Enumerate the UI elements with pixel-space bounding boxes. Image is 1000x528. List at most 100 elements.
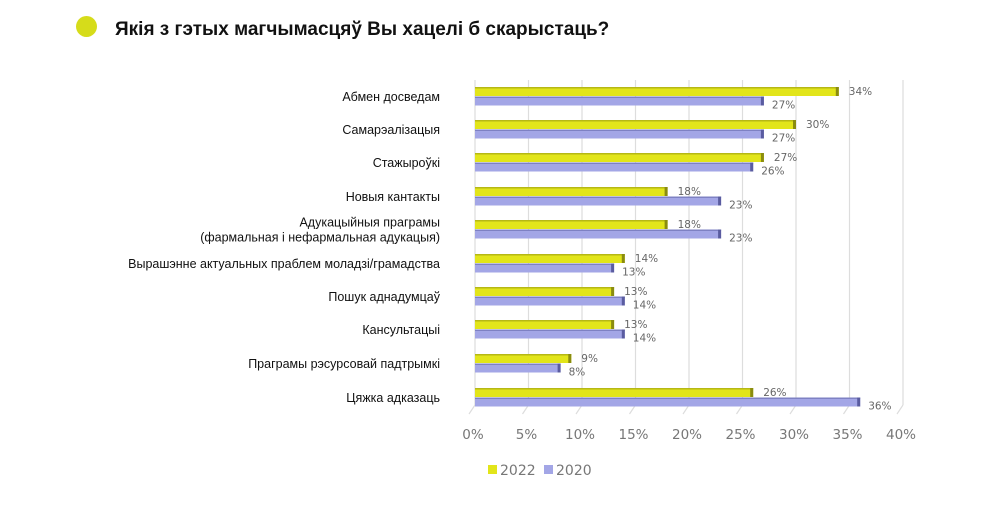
chart-title: Якія з гэтых магчымасцяў Вы хацелі б ска… xyxy=(115,19,610,40)
data-label-2022: 27% xyxy=(774,152,797,164)
bar-top-edge xyxy=(475,287,615,289)
category-label: Кансультацыі xyxy=(362,323,440,337)
gridline-floor xyxy=(896,404,904,415)
data-label-2022: 9% xyxy=(581,353,598,365)
data-label-2022: 26% xyxy=(763,387,786,399)
x-tick-label: 30% xyxy=(779,427,809,443)
bar-2022 xyxy=(475,287,615,296)
category-label: Вырашэнне актуальных праблем моладзі/гра… xyxy=(128,257,440,271)
bar-top-edge xyxy=(475,363,561,365)
data-label-2020: 36% xyxy=(868,401,891,413)
bar-end-edge xyxy=(857,397,861,407)
bar-top-edge xyxy=(475,120,796,122)
data-label-2022: 13% xyxy=(624,319,647,331)
bar-2022 xyxy=(475,254,625,263)
category-label: Новыя кантакты xyxy=(346,190,440,204)
bar-end-edge xyxy=(568,354,572,363)
bar-end-edge xyxy=(718,196,722,206)
gridline-floor xyxy=(468,404,476,415)
bar-top-edge xyxy=(475,320,615,322)
category-label: Цяжка адказаць xyxy=(346,391,440,405)
legend-label-2022: 2022 xyxy=(500,463,536,479)
bar-2020 xyxy=(475,397,861,407)
bar-top-edge xyxy=(475,220,668,222)
bar-2020 xyxy=(475,329,625,339)
bar-top-edge xyxy=(475,96,764,98)
bar-end-edge xyxy=(621,296,625,306)
bar-top-edge xyxy=(475,397,861,399)
bar-top-edge xyxy=(475,263,615,265)
bar-2020 xyxy=(475,296,625,306)
data-label-2022: 14% xyxy=(635,253,658,265)
bar-end-edge xyxy=(664,187,668,196)
data-label-2020: 14% xyxy=(633,333,656,345)
category-label: Самарэалізацыя xyxy=(342,123,440,137)
x-tick-label: 15% xyxy=(618,427,648,443)
data-label-2022: 13% xyxy=(624,286,647,298)
bar-top-edge xyxy=(475,254,625,256)
bar-top-edge xyxy=(475,388,754,390)
bar-2022 xyxy=(475,220,668,229)
data-label-2020: 23% xyxy=(729,233,752,245)
data-label-2020: 23% xyxy=(729,200,752,212)
bar-2020 xyxy=(475,162,754,172)
x-tick-label: 40% xyxy=(886,427,916,443)
bar-top-edge xyxy=(475,187,668,189)
x-tick-label: 35% xyxy=(832,427,862,443)
bar-2022 xyxy=(475,354,572,363)
legend-swatch-2022 xyxy=(488,465,497,474)
category-label: Пошук аднадумцаў xyxy=(328,290,440,304)
bar-2022 xyxy=(475,87,839,96)
bar-2022 xyxy=(475,388,754,397)
bar-top-edge xyxy=(475,229,722,231)
bar-2020 xyxy=(475,229,722,239)
data-label-2020: 27% xyxy=(772,100,795,112)
bar-end-edge xyxy=(760,153,764,162)
bar-2020 xyxy=(475,196,722,206)
bar-2020 xyxy=(475,263,615,273)
bar-end-edge xyxy=(621,254,625,263)
data-label-2020: 27% xyxy=(772,133,795,145)
title-bullet-icon xyxy=(76,16,97,37)
bar-end-edge xyxy=(750,162,754,172)
bar-end-edge xyxy=(557,363,561,373)
bar-end-edge xyxy=(793,120,796,129)
legend-label-2020: 2020 xyxy=(556,463,592,479)
x-tick-label: 10% xyxy=(565,427,595,443)
bar-top-edge xyxy=(475,87,839,89)
data-label-2020: 13% xyxy=(622,267,645,279)
bar-end-edge xyxy=(760,129,764,139)
bar-2020 xyxy=(475,129,764,139)
bar-top-edge xyxy=(475,196,722,198)
data-label-2022: 18% xyxy=(678,219,701,231)
bar-2022 xyxy=(475,187,668,196)
bar-end-edge xyxy=(621,329,625,339)
bar-end-edge xyxy=(760,96,764,106)
category-label: Стажыроўкі xyxy=(373,156,440,170)
category-label: Абмен досведам xyxy=(342,90,440,104)
bar-end-edge xyxy=(718,229,722,239)
category-label: Адукацыйныя праграмы xyxy=(299,216,440,230)
category-label: Праграмы рэсурсовай падтрымкі xyxy=(248,357,440,371)
data-label-2022: 18% xyxy=(678,186,701,198)
data-label-2020: 14% xyxy=(633,300,656,312)
bar-end-edge xyxy=(835,87,839,96)
data-label-2020: 26% xyxy=(761,166,784,178)
bar-top-edge xyxy=(475,129,764,131)
x-tick-label: 20% xyxy=(672,427,702,443)
data-label-2022: 34% xyxy=(849,86,872,98)
bar-end-edge xyxy=(611,263,615,273)
bar-2020 xyxy=(475,96,764,106)
category-label: (фармальная і нефармальная адукацыя) xyxy=(200,231,440,245)
bar-top-edge xyxy=(475,329,625,331)
x-tick-label: 0% xyxy=(462,427,484,443)
bar-top-edge xyxy=(475,162,754,164)
bar-end-edge xyxy=(611,287,615,296)
data-label-2020: 8% xyxy=(569,367,586,379)
bar-end-edge xyxy=(664,220,668,229)
bar-end-edge xyxy=(611,320,615,329)
x-tick-label: 5% xyxy=(516,427,538,443)
bar-top-edge xyxy=(475,153,764,155)
bar-top-edge xyxy=(475,354,572,356)
